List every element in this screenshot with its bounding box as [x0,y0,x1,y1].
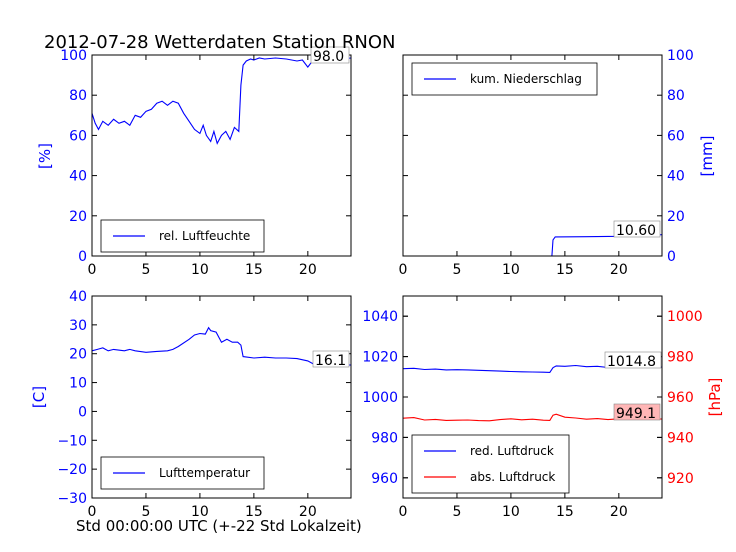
y-axis-label-4: [hPa] [706,378,724,417]
legend-label: Lufttemperatur [159,466,250,480]
y-tick-label-3: 20 [69,347,87,363]
y-axis-label-1: [%] [36,143,54,169]
y-tick-label-3: −30 [57,491,87,507]
x-tick-label-1: 10 [191,262,209,278]
y-tick-label-4: 980 [371,430,398,446]
value-annotation-box-4 [604,351,662,369]
x-tick-label-2: 10 [502,262,520,278]
x-tick-label-3: 10 [191,504,209,520]
y-tick-label-5: 960 [667,390,694,406]
x-tick-label-3: 15 [245,504,263,520]
y-tick-label-5: 920 [667,471,694,487]
y-tick-label-1: 20 [69,209,87,225]
y-tick-label-1: 60 [69,128,87,144]
x-tick-label-4: 15 [556,504,574,520]
y-tick-label-2: 80 [667,88,685,104]
value-annotation-box-5 [613,403,661,421]
x-tick-label-4: 5 [452,504,461,520]
figure-title: 2012-07-28 Wetterdaten Station RNON [44,32,396,53]
value-annotation-4: 1014.8 [607,354,656,370]
y-axis-label-3: [C] [30,386,48,408]
value-annotation-1: 98.0 [313,49,344,65]
legend-label: abs. Luftdruck [470,470,555,484]
plot-frame-1 [91,54,352,257]
legend-box-4 [411,434,570,494]
plot-frame-3 [91,295,352,499]
figure-xlabel: Std 00:00:00 UTC (+-22 Std Lokalzeit) [76,517,362,535]
legend-label: rel. Luftfeuchte [159,229,250,243]
y-tick-label-3: −10 [57,433,87,449]
y-tick-label-2: 0 [667,249,676,265]
y-tick-label-3: −20 [57,462,87,478]
y-tick-label-2: 40 [667,169,685,185]
x-tick-label-4: 20 [610,504,628,520]
series-line-1 [91,57,352,145]
y-tick-label-2: 60 [667,128,685,144]
value-annotation-3: 16.1 [315,353,346,369]
x-tick-label-1: 5 [141,262,150,278]
x-tick-label-2: 20 [610,262,628,278]
y-tick-label-3: 30 [69,318,87,334]
plot-frame-2 [402,54,663,257]
y-tick-label-2: 100 [667,48,694,64]
y-axis-label-2: [mm] [698,136,716,177]
x-tick-label-1: 0 [88,262,97,278]
x-tick-label-2: 0 [399,262,408,278]
y-tick-label-3: 40 [69,289,87,305]
y-tick-label-4: 1000 [362,390,398,406]
x-tick-label-3: 20 [299,504,317,520]
legend-label: kum. Niederschlag [470,72,582,86]
y-tick-label-1: 100 [60,48,87,64]
legend-label: red. Luftdruck [470,444,554,458]
series-line-3 [91,326,351,366]
y-tick-label-4: 960 [371,471,398,487]
y-tick-label-5: 940 [667,430,694,446]
y-tick-label-1: 40 [69,169,87,185]
x-tick-label-4: 10 [502,504,520,520]
x-tick-label-3: 0 [88,504,97,520]
y-tick-label-5: 1000 [667,309,703,325]
value-annotation-box-1 [310,46,350,64]
y-tick-label-3: 10 [69,376,87,392]
y-tick-label-1: 0 [78,249,87,265]
y-tick-label-1: 80 [69,88,87,104]
x-tick-label-3: 5 [141,504,150,520]
value-annotation-box-2 [613,220,661,238]
y-tick-label-2: 20 [667,209,685,225]
x-tick-label-2: 5 [452,262,461,278]
x-tick-label-1: 15 [245,262,263,278]
x-tick-label-1: 20 [299,262,317,278]
x-tick-label-4: 0 [399,504,408,520]
y-tick-label-4: 1040 [362,309,398,325]
y-tick-label-5: 980 [667,350,694,366]
value-annotation-box-3 [312,350,350,368]
y-tick-label-4: 1020 [362,350,398,366]
value-annotation-2: 10.60 [616,223,656,239]
y-tick-label-3: 0 [78,404,87,420]
value-annotation-5: 949.1 [616,406,656,422]
x-tick-label-2: 15 [556,262,574,278]
